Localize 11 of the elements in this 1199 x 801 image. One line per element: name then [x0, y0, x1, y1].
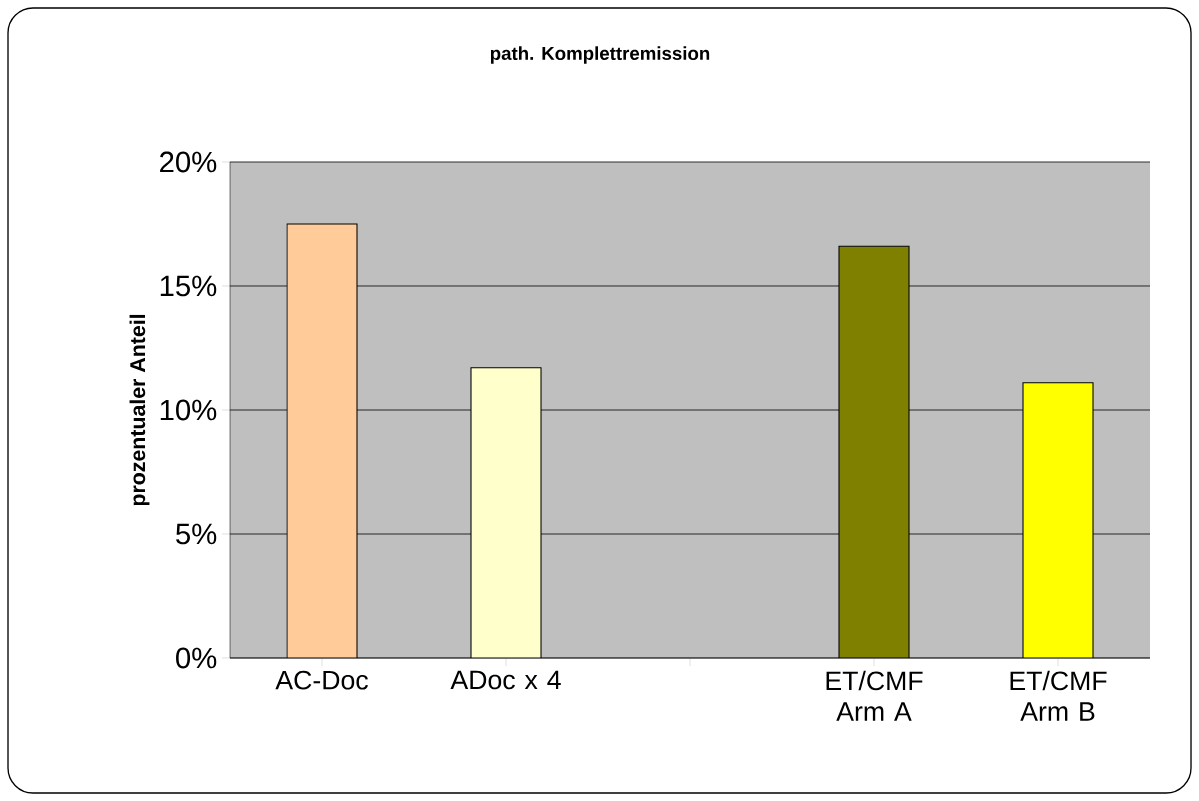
x-tick-label: AC-Doc — [275, 670, 368, 690]
x-tick-label: ET/CMF Arm B — [1010, 670, 1107, 721]
x-tick-label: ET/CMF Arm A — [826, 670, 923, 721]
y-tick-label: 15% — [160, 275, 217, 297]
y-tick-label: 0% — [176, 647, 217, 669]
x-tick-label: ADoc x 4 — [450, 670, 561, 690]
y-tick-label: 5% — [176, 523, 217, 545]
y-tick-label: 10% — [160, 399, 217, 421]
y-tick-label: 20% — [160, 151, 217, 173]
y-axis-title: prozentualer Anteil — [129, 314, 150, 506]
chart-title: path. Komplettremission — [490, 46, 710, 64]
